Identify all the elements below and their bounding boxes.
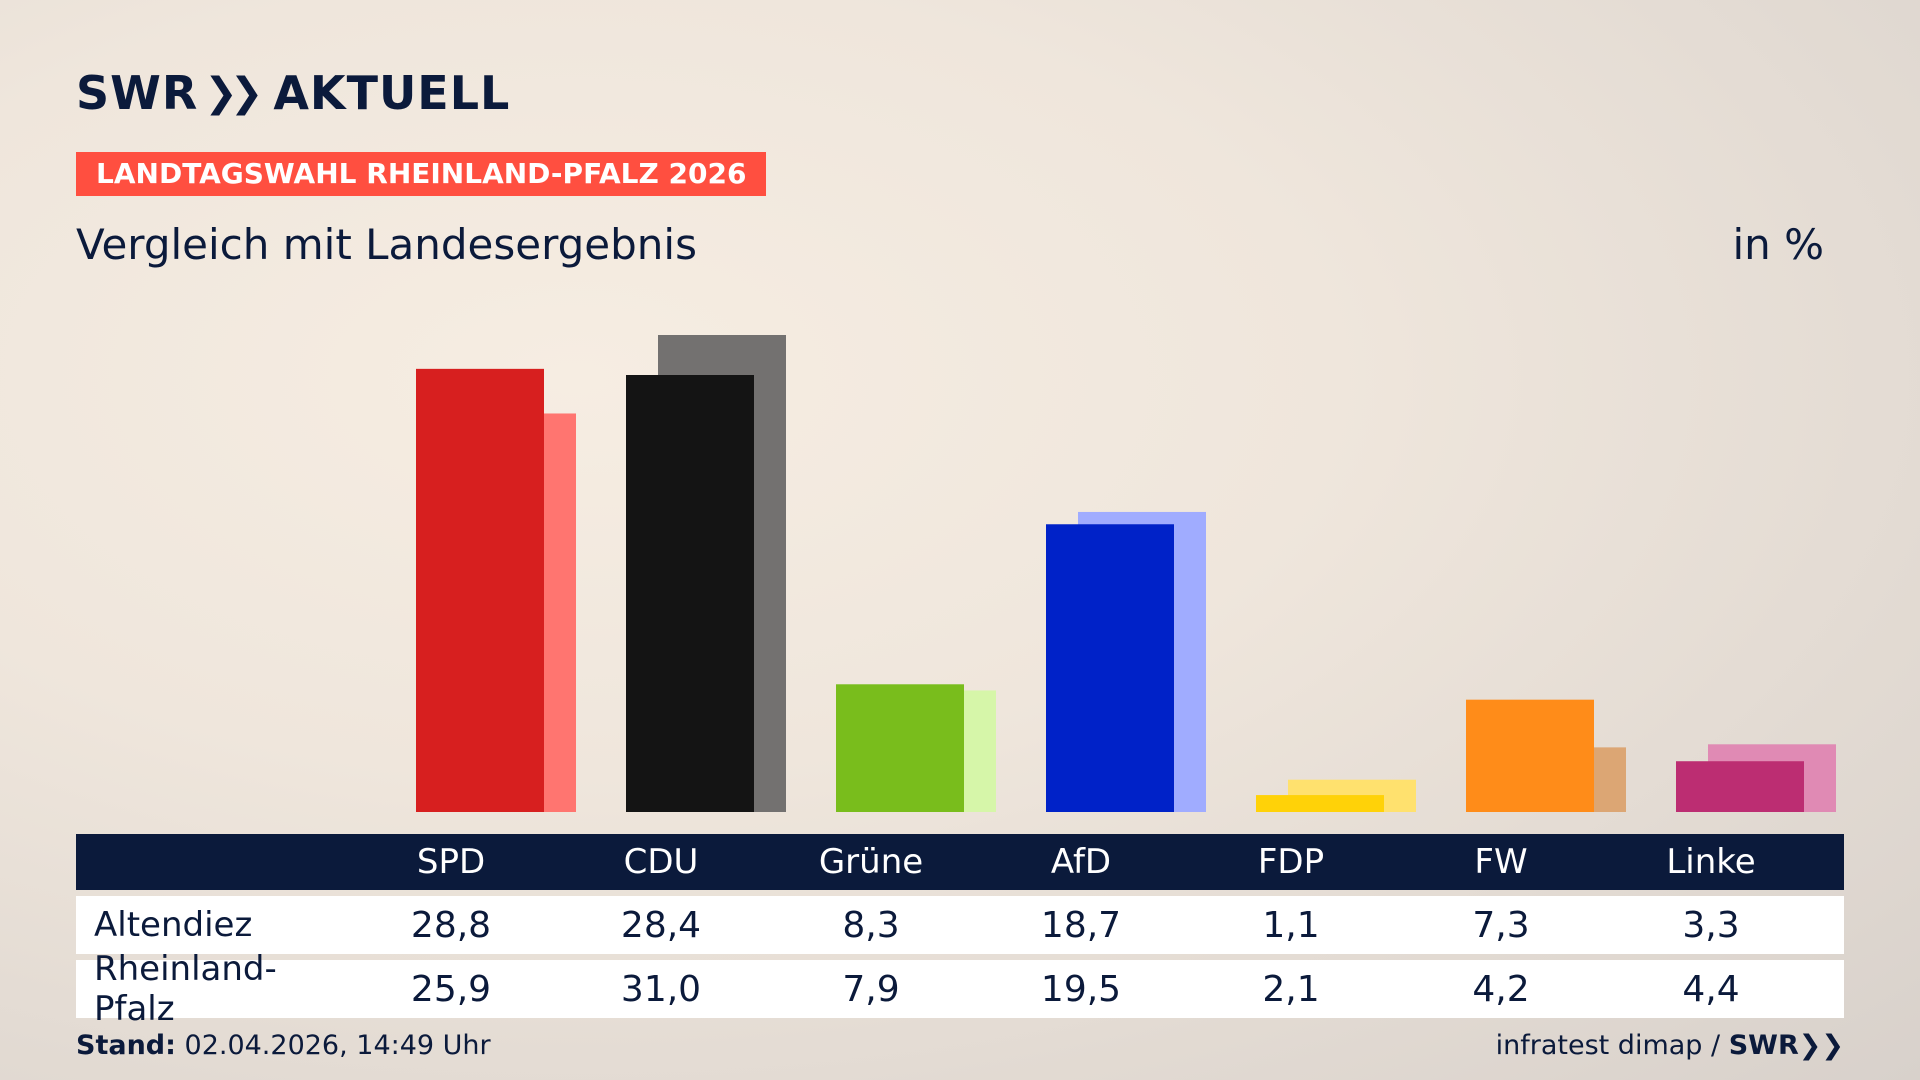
value-cell: 2,1: [1262, 968, 1320, 1010]
header-cdu: CDU: [623, 842, 699, 882]
header-fdp: FDP: [1257, 842, 1325, 882]
swr-aktuell-logo: SWR ❯❯ AKTUELL: [76, 66, 510, 120]
bar-altendiez-grne: [836, 684, 964, 812]
row-label: Rheinland-Pfalz: [94, 949, 277, 1029]
logo-aktuell: AKTUELL: [273, 66, 511, 120]
table-row-altendiez: Altendiez 28,8 28,4 8,3 18,7 1,1 7,3 3,3: [76, 896, 1844, 954]
value-cell: 7,3: [1472, 904, 1530, 946]
value-cell: 31,0: [620, 968, 702, 1010]
value-cell: 28,4: [620, 904, 702, 946]
stand-label: Stand:: [76, 1030, 176, 1061]
table-row-rheinland-pfalz: Rheinland-Pfalz 25,9 31,0 7,9 19,5 2,1 4…: [76, 949, 1844, 1029]
value-cell: 4,2: [1472, 968, 1530, 1010]
header-spd: SPD: [416, 842, 486, 882]
source-brand: SWR: [1728, 1030, 1799, 1061]
chart-subtitle: Vergleich mit Landesergebnis: [76, 220, 697, 269]
header-afd: AfD: [1050, 842, 1112, 882]
timestamp: Stand: 02.04.2026, 14:49 Uhr: [76, 1030, 491, 1061]
value-cell: 25,9: [410, 968, 492, 1010]
bar-chart: [416, 335, 1836, 812]
value-cell: 28,8: [410, 904, 492, 946]
results-table: SPD CDU Grüne AfD FDP FW Linke Altendiez…: [76, 834, 1844, 1029]
source-text: infratest dimap /: [1495, 1030, 1721, 1061]
row-label: Altendiez: [94, 905, 253, 945]
table-header: SPD CDU Grüne AfD FDP FW Linke: [76, 834, 1844, 890]
double-chevron-icon: ❯❯: [204, 70, 263, 116]
bar-altendiez-afd: [1046, 524, 1174, 812]
unit-label: in %: [1732, 220, 1824, 269]
bar-altendiez-fw: [1466, 699, 1594, 812]
value-cell: 4,4: [1682, 968, 1740, 1010]
bar-altendiez-cdu: [626, 375, 754, 812]
value-cell: 18,7: [1040, 904, 1122, 946]
value-cell: 19,5: [1040, 968, 1122, 1010]
header-fw: FW: [1474, 842, 1528, 882]
value-cell: 1,1: [1262, 904, 1320, 946]
header-linke: Linke: [1666, 842, 1756, 882]
double-chevron-icon: ❯❯: [1798, 1030, 1844, 1061]
bar-altendiez-fdp: [1256, 795, 1384, 812]
logo-swr: SWR: [76, 66, 199, 120]
bar-altendiez-spd: [416, 368, 544, 812]
election-badge: LANDTAGSWAHL RHEINLAND-PFALZ 2026: [76, 152, 767, 196]
bar-altendiez-linke: [1676, 761, 1804, 812]
header-gruene: Grüne: [818, 842, 924, 882]
value-cell: 8,3: [842, 904, 900, 946]
source-credit: infratest dimap / SWR❯❯: [1496, 1030, 1844, 1061]
value-cell: 3,3: [1682, 904, 1740, 946]
value-cell: 7,9: [842, 968, 900, 1010]
stand-value: 02.04.2026, 14:49 Uhr: [184, 1030, 491, 1061]
